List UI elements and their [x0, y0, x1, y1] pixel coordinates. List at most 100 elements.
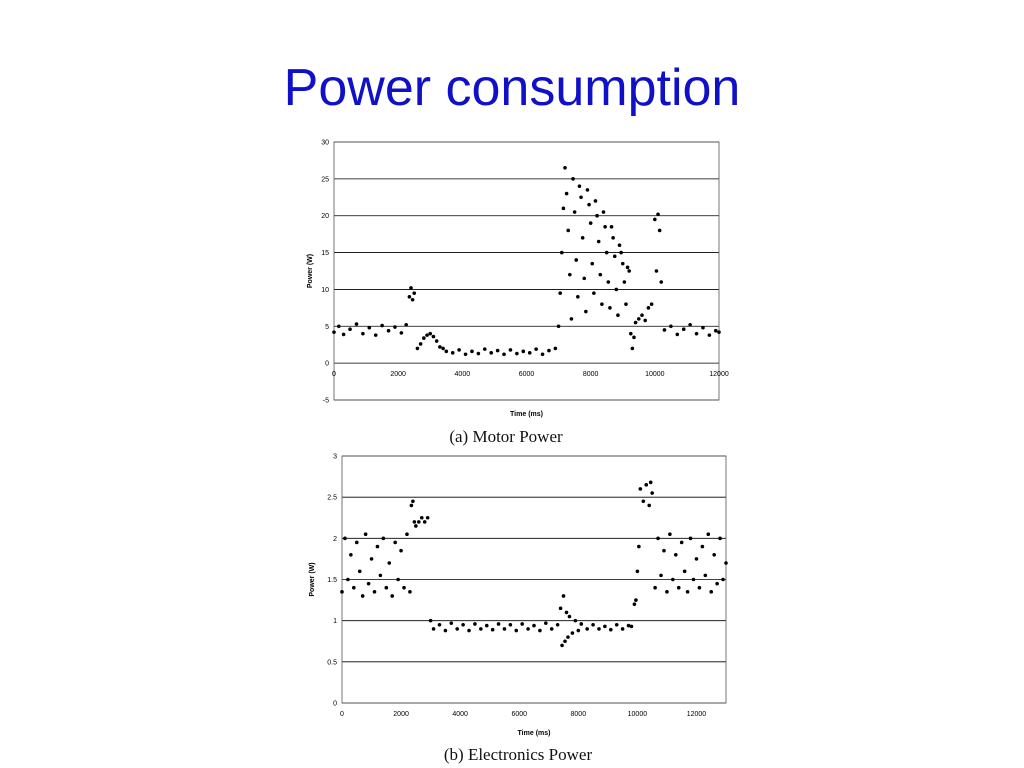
data-point: [443, 628, 448, 633]
data-point: [577, 184, 582, 189]
data-point: [643, 318, 648, 323]
data-point: [641, 499, 646, 504]
slide-title: Power consumption: [283, 59, 741, 117]
x-tick-label: 0: [340, 711, 344, 718]
data-point: [707, 333, 712, 337]
x-tick-label: 12000: [709, 371, 729, 378]
y-tick-label: 20: [321, 213, 329, 220]
x-tick-label: 2000: [393, 711, 409, 718]
data-point: [706, 532, 711, 537]
data-point: [627, 269, 631, 273]
data-point: [381, 536, 386, 541]
data-point: [393, 540, 397, 545]
data-point: [650, 491, 654, 495]
data-point: [544, 621, 548, 625]
data-point: [515, 351, 519, 356]
data-point: [405, 532, 409, 537]
data-point: [450, 351, 455, 355]
data-point: [585, 188, 590, 192]
data-point: [449, 621, 454, 625]
plot-frame: [341, 455, 727, 704]
data-point: [369, 557, 374, 561]
y-tick-label: 3: [333, 454, 337, 461]
data-point: [647, 503, 651, 508]
data-point: [709, 590, 714, 594]
data-point: [434, 339, 439, 343]
data-point: [418, 342, 423, 346]
data-point: [549, 627, 554, 631]
data-point: [555, 622, 560, 627]
data-point: [571, 177, 575, 181]
data-point: [563, 166, 567, 170]
data-point: [390, 594, 395, 598]
data-point: [637, 544, 641, 549]
x-tick-label: 0: [332, 371, 336, 378]
data-point: [688, 323, 692, 327]
data-point: [617, 243, 622, 247]
data-point: [591, 622, 595, 627]
data-point: [366, 581, 371, 586]
data-point: [579, 622, 584, 626]
data-point: [717, 330, 721, 334]
y-axis-label: Power (W): [309, 562, 316, 596]
y-tick-label: 0: [333, 701, 337, 708]
data-point: [619, 250, 623, 255]
data-point: [502, 352, 506, 357]
data-point: [375, 544, 380, 549]
data-point: [579, 195, 583, 200]
data-point: [573, 618, 578, 623]
data-point: [428, 331, 433, 336]
data-point: [431, 334, 436, 339]
data-point: [624, 302, 628, 306]
data-point: [538, 628, 542, 633]
data-point: [409, 286, 413, 290]
data-point: [724, 561, 728, 565]
data-point: [393, 325, 397, 329]
data-point: [657, 228, 662, 233]
data-point: [547, 348, 551, 353]
electronics-power-chart: 0 0.5 1 1.5 2 2.5 3 0 2000 4000 6000 8000 10000 12000…: [309, 454, 728, 737]
data-point: [363, 532, 368, 537]
data-point: [540, 352, 545, 357]
y-tick-label: 15: [321, 250, 329, 257]
data-point: [384, 585, 389, 590]
data-point: [526, 627, 530, 631]
data-point: [697, 585, 702, 590]
y-tick-label: 10: [321, 287, 329, 294]
data-point: [635, 569, 640, 574]
data-point: [502, 627, 507, 631]
data-point: [479, 627, 483, 631]
data-point: [671, 577, 675, 582]
data-point: [685, 590, 690, 594]
data-point: [367, 325, 372, 330]
data-point: [596, 239, 601, 244]
data-point: [640, 313, 644, 318]
data-point: [352, 585, 356, 590]
x-tick-label: 10000: [628, 711, 648, 718]
data-point: [346, 577, 350, 582]
x-tick-label: 8000: [583, 371, 599, 378]
data-point: [721, 577, 725, 582]
data-point: [634, 598, 638, 602]
data-point: [609, 627, 613, 632]
data-point: [378, 573, 383, 578]
data-point: [603, 624, 607, 629]
data-point: [609, 224, 614, 229]
data-point: [673, 553, 678, 557]
data-point: [414, 524, 418, 528]
data-point: [348, 327, 352, 332]
data-point: [553, 346, 558, 351]
data-point: [412, 520, 417, 524]
data-point: [467, 628, 471, 633]
data-point: [682, 569, 687, 574]
y-tick-label: 0.5: [327, 659, 337, 666]
data-point: [644, 483, 649, 487]
x-axis-label: Time (ms): [510, 411, 543, 418]
data-point: [632, 335, 636, 340]
data-point: [601, 210, 606, 214]
data-point: [490, 627, 495, 632]
data-point: [437, 622, 442, 627]
data-point: [520, 622, 524, 626]
data-point: [360, 594, 365, 598]
data-point: [396, 577, 400, 582]
